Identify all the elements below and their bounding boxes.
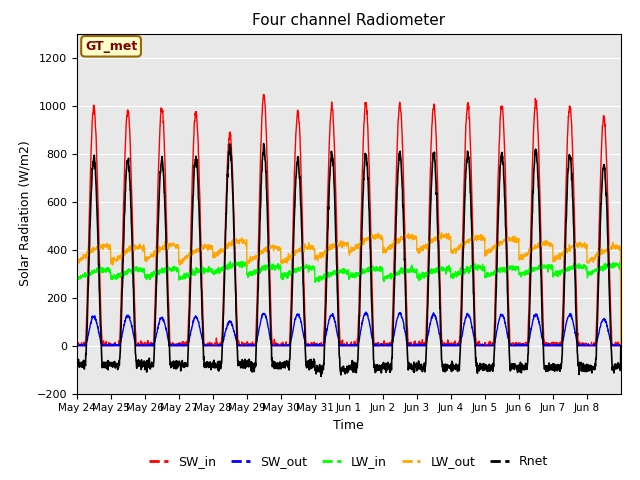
X-axis label: Time: Time [333, 419, 364, 432]
Text: GT_met: GT_met [85, 40, 137, 53]
Legend: SW_in, SW_out, LW_in, LW_out, Rnet: SW_in, SW_out, LW_in, LW_out, Rnet [145, 450, 553, 473]
Y-axis label: Solar Radiation (W/m2): Solar Radiation (W/m2) [18, 141, 31, 287]
Title: Four channel Radiometer: Four channel Radiometer [252, 13, 445, 28]
